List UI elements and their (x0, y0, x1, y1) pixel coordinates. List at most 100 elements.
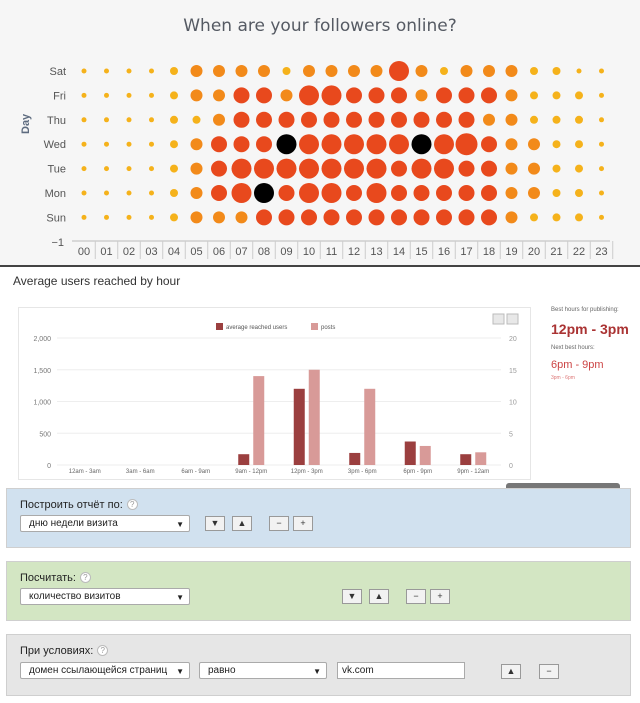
heatmap-cell (440, 67, 448, 75)
heatmap-cell (301, 209, 317, 226)
heatmap-cell (325, 65, 338, 77)
heatmap-cell (391, 111, 407, 128)
hour-label: 23 (595, 246, 607, 258)
day-label: Fri (53, 90, 66, 102)
x-category-label: 3am - 6am (126, 469, 155, 475)
heatmap-cell (104, 68, 109, 74)
heatmap-cell (126, 117, 132, 123)
download-icon[interactable] (506, 313, 519, 325)
sort-up-button[interactable]: ▲ (501, 664, 521, 679)
sort-down-button[interactable]: ▼ (342, 589, 362, 604)
x-category-label: 9pm - 12am (457, 469, 489, 475)
heatmap-cell (211, 160, 227, 177)
heatmap-cell (213, 211, 225, 224)
heatmap-cell (278, 209, 295, 226)
heatmap-cell (213, 89, 225, 102)
heatmap-title: When are your followers online? (183, 16, 457, 36)
heatmap-cell (81, 166, 87, 172)
heatmap-cell (391, 209, 407, 226)
heatmap-cell (149, 68, 154, 74)
heatmap-cell (366, 134, 387, 155)
report-by-section: Построить отчёт по:? дню недели визита ▼… (6, 488, 631, 548)
heatmap-cell (389, 134, 409, 155)
help-icon[interactable]: ? (97, 645, 109, 656)
add-button[interactable]: + (293, 516, 313, 531)
remove-button[interactable]: − (406, 589, 426, 604)
bar-posts[interactable] (253, 376, 265, 465)
remove-button[interactable]: − (539, 664, 559, 679)
heatmap-cell (299, 85, 319, 106)
heatmap-cell (213, 113, 225, 126)
bar-posts[interactable] (364, 388, 376, 465)
add-button[interactable]: + (430, 589, 450, 604)
heatmap-cell (278, 185, 295, 201)
heatmap-cell (528, 138, 540, 151)
heatmap-cell (170, 189, 178, 197)
heatmap-cell (368, 111, 385, 128)
x-category-label: 12am - 3am (69, 469, 101, 475)
heatmap-cell (505, 113, 518, 126)
condition-field-select[interactable]: домен ссылающейся страниц ▼ (20, 662, 190, 679)
condition-operator-value: равно (208, 665, 236, 676)
chevron-down-icon: ▼ (176, 593, 184, 602)
day-label: Wed (44, 139, 66, 151)
heatmap-cell (170, 115, 178, 124)
best-hours-sidebar: Best hours for publishing: 12pm - 3pm Ne… (551, 307, 636, 381)
hour-label: 12 (348, 246, 360, 258)
help-icon[interactable]: ? (79, 572, 91, 583)
count-select[interactable]: количество визитов ▼ (20, 588, 190, 605)
report-by-select-value: дню недели визита (29, 518, 118, 529)
heatmap-cell (346, 185, 362, 201)
sort-up-button[interactable]: ▲ (232, 516, 252, 531)
chevron-down-icon: ▼ (313, 667, 321, 676)
heatmap-cell (190, 187, 203, 199)
sort-down-button[interactable]: ▼ (205, 516, 225, 531)
heatmap-cell (303, 65, 315, 77)
chevron-down-icon: ▼ (176, 667, 184, 676)
condition-operator-select[interactable]: равно ▼ (199, 662, 327, 679)
heatmap-cell (344, 158, 364, 179)
bar-posts[interactable] (475, 452, 487, 465)
hour-label: 17 (460, 246, 472, 258)
heatmap-cell (552, 91, 561, 100)
hour-label: 09 (280, 246, 292, 258)
bar-avg-users[interactable] (404, 441, 416, 465)
heatmap-cell (411, 158, 432, 179)
count-label: Посчитать: (20, 572, 76, 584)
sort-up-button[interactable]: ▲ (369, 589, 389, 604)
heatmap-cell (258, 65, 270, 77)
bar-avg-users[interactable] (238, 454, 250, 465)
avg-users-panel: Average users reached by hour 2,000 1,500… (0, 267, 640, 487)
heatmap-cell (126, 141, 132, 147)
heatmap-cell (436, 185, 452, 201)
heatmap-cell (436, 87, 452, 104)
x-category-label: 12pm - 3pm (291, 469, 323, 475)
heatmap-cell (254, 183, 274, 203)
help-icon[interactable]: ? (126, 499, 138, 510)
remove-button[interactable]: − (269, 516, 289, 531)
bar-avg-users[interactable] (460, 454, 472, 465)
condition-value-input[interactable]: vk.com (337, 662, 465, 679)
report-by-label: Построить отчёт по: (20, 499, 123, 511)
conditions-label: При условиях: (20, 645, 94, 657)
heatmap-cell (81, 214, 87, 220)
heatmap-cell (213, 65, 225, 77)
heatmap-cell (575, 115, 583, 124)
report-by-select[interactable]: дню недели визита ▼ (20, 515, 190, 532)
heatmap-cell (599, 92, 604, 98)
bar-avg-users[interactable] (349, 452, 361, 465)
next-hours-value: 6pm - 9pm (551, 359, 604, 371)
heatmap-cell (256, 136, 272, 153)
bar-avg-users[interactable] (293, 388, 305, 465)
heatmap-cell (104, 214, 109, 220)
hour-label: 04 (168, 246, 180, 258)
print-icon[interactable] (492, 313, 505, 325)
bar-posts[interactable] (419, 445, 431, 465)
heatmap-cell (552, 213, 561, 222)
bar-posts[interactable] (308, 369, 320, 465)
heatmap-cell (348, 65, 360, 77)
heatmap-cell (149, 190, 154, 196)
heatmap-cell (211, 136, 227, 153)
x-category-label: 6am - 9am (181, 469, 210, 475)
heatmap-cell (192, 115, 201, 124)
